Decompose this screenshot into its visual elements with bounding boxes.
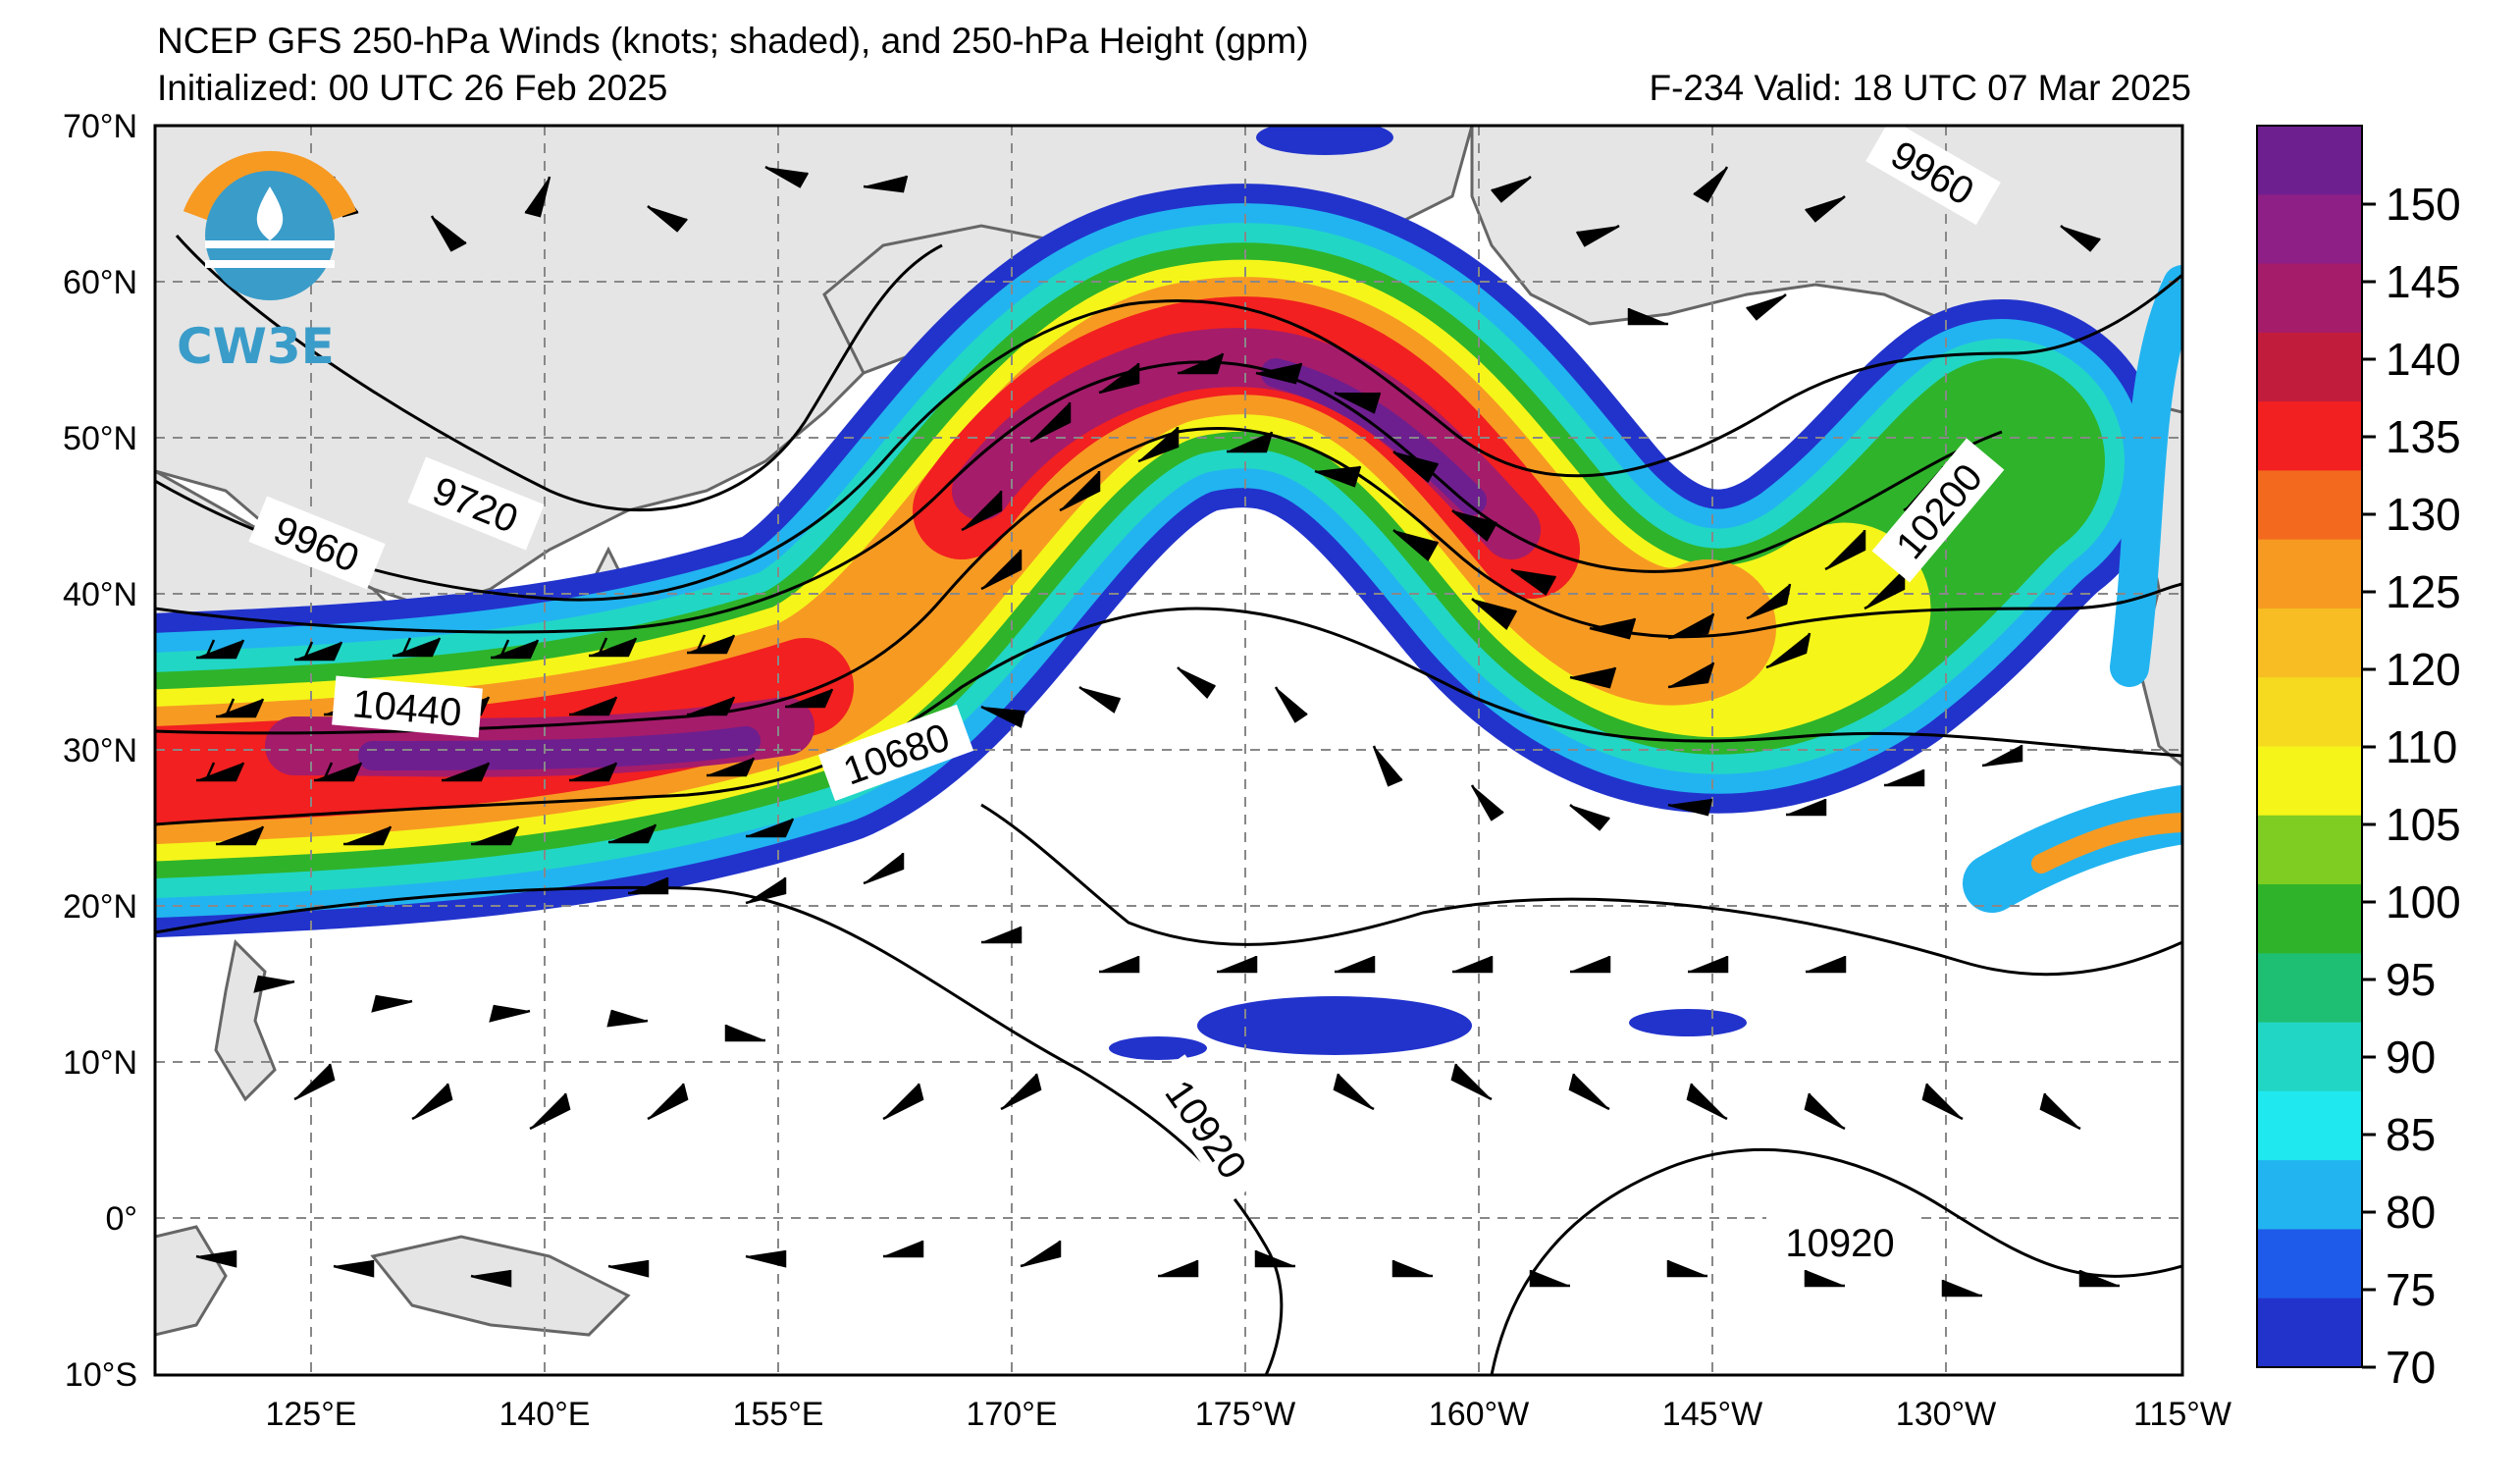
west-coast-jet xyxy=(2110,265,2182,687)
contour-10440 xyxy=(155,427,2182,735)
colorbar-tick-label: 135 xyxy=(2386,411,2461,462)
map-title: NCEP GFS 250-hPa Winds (knots; shaded), … xyxy=(157,21,1309,61)
colorbar-tick-label: 120 xyxy=(2386,644,2461,695)
logo-arc xyxy=(183,150,357,222)
water-drop-icon xyxy=(256,186,284,240)
colorbar-segment xyxy=(2257,126,2362,195)
colorbar-segment xyxy=(2257,1160,2362,1230)
wind-barbs xyxy=(195,156,2120,1298)
lon-label: 130°W xyxy=(1896,1396,1996,1433)
lon-label: 175°W xyxy=(1195,1396,1295,1433)
lat-label: 50°N xyxy=(63,420,137,457)
colorbar-segment xyxy=(2257,1298,2362,1368)
contour-label: 10440 xyxy=(351,682,464,735)
height-contours xyxy=(155,235,2182,1375)
colorbar-segment xyxy=(2257,746,2362,817)
subtropical-jet-east-core xyxy=(2031,813,2182,874)
colorbar-tick-label: 85 xyxy=(2386,1109,2436,1160)
contour-label: 10920 xyxy=(1785,1222,1894,1265)
colorbar-tick-label: 140 xyxy=(2386,334,2461,385)
lat-label: 40°N xyxy=(63,576,137,613)
contour-10200 xyxy=(155,360,2003,634)
contour-9960 xyxy=(155,273,2182,602)
colorbar xyxy=(2256,125,2363,1368)
colorbar-tick-label: 110 xyxy=(2386,721,2457,772)
borneo-land xyxy=(155,1225,228,1337)
lon-label: 155°E xyxy=(732,1396,823,1433)
contour-10920-b xyxy=(980,803,2182,977)
new-guinea-land xyxy=(370,1235,631,1337)
colorbar-segment xyxy=(2257,539,2362,609)
lat-label: 30°N xyxy=(63,732,137,769)
lat-label: 10°S xyxy=(65,1356,137,1394)
barb-row-arc xyxy=(961,352,1945,689)
colorbar-tick-label: 100 xyxy=(2386,876,2461,927)
colorbar-segment xyxy=(2257,608,2362,678)
lat-label: 10°N xyxy=(63,1044,137,1082)
colorbar-segment xyxy=(2257,1090,2362,1161)
colorbar-tick-label: 80 xyxy=(2386,1187,2436,1238)
colorbar-tick-label: 125 xyxy=(2386,566,2461,617)
lon-labels: 125°E 140°E 155°E 170°E 175°W 160°W 145°… xyxy=(265,1396,2231,1433)
colorbar-segment xyxy=(2257,401,2362,471)
colorbar-segment xyxy=(2257,677,2362,747)
colorbar-segment xyxy=(2257,470,2362,541)
contour-10680 xyxy=(155,607,2182,826)
colorbar-tick-label: 90 xyxy=(2386,1032,2436,1083)
tropical-jet-patch-2 xyxy=(1109,1036,1207,1060)
lon-label: 125°E xyxy=(265,1396,356,1433)
colorbar-segment xyxy=(2257,884,2362,954)
colorbar-segment xyxy=(2257,815,2362,885)
contour-9720 xyxy=(175,235,943,512)
lon-label: 115°W xyxy=(2133,1396,2231,1433)
lat-label: 60°N xyxy=(63,264,137,301)
valid-time-text: F-234 Valid: 18 UTC 07 Mar 2025 xyxy=(1649,68,2191,108)
lat-label: 0° xyxy=(105,1200,137,1238)
logo-text: CW3E xyxy=(177,318,335,375)
colorbar-segment xyxy=(2257,263,2362,334)
colorbar-tick-label: 75 xyxy=(2386,1264,2436,1315)
lat-label: 70°N xyxy=(63,108,137,145)
barb-field-south xyxy=(195,666,2120,1298)
colorbar-tick-label: 95 xyxy=(2386,954,2436,1005)
lon-label: 170°E xyxy=(966,1396,1057,1433)
colorbar-segment xyxy=(2257,953,2362,1024)
initialized-text: Initialized: 00 UTC 26 Feb 2025 xyxy=(157,68,668,108)
colorbar-segment xyxy=(2257,1229,2362,1299)
contour-10920-c xyxy=(1490,1147,2182,1375)
cw3e-logo: CW3E xyxy=(177,150,357,375)
wind-shading xyxy=(155,126,2182,1060)
lat-labels: 70°N 60°N 50°N 40°N 30°N 20°N 10°N 0° 10… xyxy=(63,108,137,1394)
lat-label: 20°N xyxy=(63,888,137,926)
colorbar-tick-label: 70 xyxy=(2386,1342,2436,1393)
colorbar-tick-label: 130 xyxy=(2386,489,2461,540)
colorbar-tick-label: 145 xyxy=(2386,256,2461,307)
colorbar-ticks: 150 145 140 135 130 125 120 110 105 100 95 90 85 80 75… xyxy=(2362,179,2461,1393)
colorbar-segment xyxy=(2257,1022,2362,1092)
tropical-jet-patch xyxy=(1197,996,1472,1055)
colorbar-segment xyxy=(2257,332,2362,402)
colorbar-tick-label: 150 xyxy=(2386,179,2461,230)
grid xyxy=(155,126,2182,1375)
colorbar-tick-label: 105 xyxy=(2386,799,2461,850)
colorbar-segment xyxy=(2257,194,2362,265)
lon-label: 160°W xyxy=(1429,1396,1529,1433)
tropical-jet-patch-3 xyxy=(1629,1009,1747,1036)
lon-label: 145°W xyxy=(1662,1396,1762,1433)
plot-frame xyxy=(153,124,2184,1377)
contour-10920 xyxy=(155,885,1284,1375)
arctic-jet-patch xyxy=(1256,126,1393,155)
lon-label: 140°E xyxy=(499,1396,590,1433)
